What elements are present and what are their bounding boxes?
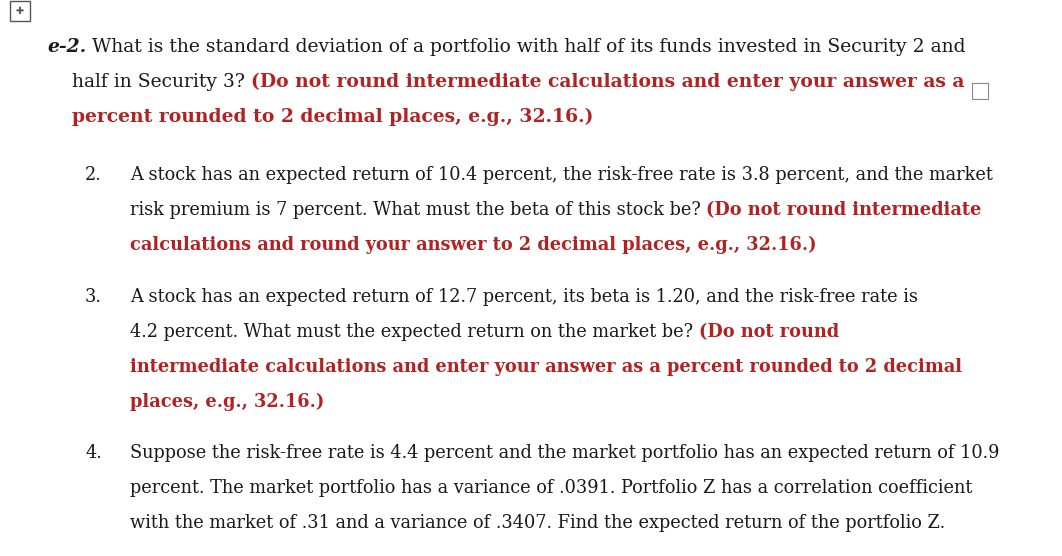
Text: Suppose the risk-free rate is 4.4 percent and the market portfolio has an expect: Suppose the risk-free rate is 4.4 percen… [130,444,999,462]
Text: 3.: 3. [85,288,102,306]
Text: places, e.g., 32.16.): places, e.g., 32.16.) [130,393,324,411]
Text: intermediate calculations and enter your answer as a percent rounded to 2 decima: intermediate calculations and enter your… [130,358,962,376]
Text: 4.: 4. [85,444,102,462]
Text: calculations and round your answer to 2 decimal places, e.g., 32.16.): calculations and round your answer to 2 … [130,236,817,254]
Text: e-2.: e-2. [47,38,86,56]
Text: 2.: 2. [85,166,102,184]
Text: (Do not round intermediate calculations and enter your answer as a: (Do not round intermediate calculations … [251,73,964,91]
Text: (Do not round: (Do not round [699,323,839,341]
Text: A stock has an expected return of 10.4 percent, the risk-free rate is 3.8 percen: A stock has an expected return of 10.4 p… [130,166,993,184]
Text: with the market of .31 and a variance of .3407. Find the expected return of the : with the market of .31 and a variance of… [130,514,945,532]
Text: half in Security 3?: half in Security 3? [72,73,251,91]
Text: ✚: ✚ [16,6,24,16]
Text: (Do not round intermediate: (Do not round intermediate [706,201,982,219]
Text: What is the standard deviation of a portfolio with half of its funds invested in: What is the standard deviation of a port… [86,38,965,56]
Text: percent. The market portfolio has a variance of .0391. Portfolio Z has a correla: percent. The market portfolio has a vari… [130,479,973,497]
Text: A stock has an expected return of 12.7 percent, its beta is 1.20, and the risk-f: A stock has an expected return of 12.7 p… [130,288,918,306]
Text: risk premium is 7 percent. What must the beta of this stock be?: risk premium is 7 percent. What must the… [130,201,706,219]
Bar [972,83,988,99]
Text: percent rounded to 2 decimal places, e.g., 32.16.): percent rounded to 2 decimal places, e.g… [72,108,594,126]
Text: 4.2 percent. What must the expected return on the market be?: 4.2 percent. What must the expected retu… [130,323,699,341]
Bar [10,1,30,21]
